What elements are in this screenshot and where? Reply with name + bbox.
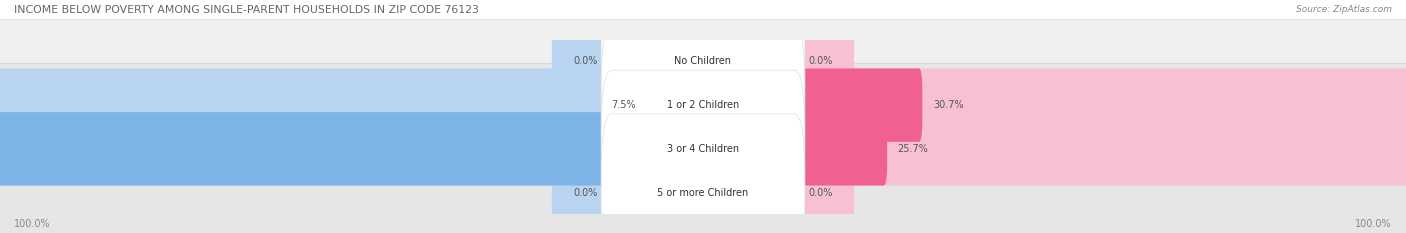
FancyBboxPatch shape [0,151,1406,233]
FancyBboxPatch shape [551,156,616,229]
Text: Source: ZipAtlas.com: Source: ZipAtlas.com [1296,5,1392,14]
FancyBboxPatch shape [647,69,707,142]
FancyBboxPatch shape [551,25,616,98]
FancyBboxPatch shape [790,69,922,142]
Text: 100.0%: 100.0% [1355,219,1392,229]
Text: 0.0%: 0.0% [574,188,598,198]
Text: 1 or 2 Children: 1 or 2 Children [666,100,740,110]
FancyBboxPatch shape [790,25,855,98]
FancyBboxPatch shape [0,63,1406,147]
FancyBboxPatch shape [602,0,804,140]
Text: 25.7%: 25.7% [898,144,928,154]
Text: 0.0%: 0.0% [808,188,832,198]
FancyBboxPatch shape [0,20,1406,103]
FancyBboxPatch shape [790,112,1406,185]
Text: 5 or more Children: 5 or more Children [658,188,748,198]
FancyBboxPatch shape [790,156,855,229]
FancyBboxPatch shape [602,70,804,227]
Text: 30.7%: 30.7% [934,100,963,110]
Text: No Children: No Children [675,56,731,66]
Text: INCOME BELOW POVERTY AMONG SINGLE-PARENT HOUSEHOLDS IN ZIP CODE 76123: INCOME BELOW POVERTY AMONG SINGLE-PARENT… [14,5,479,15]
FancyBboxPatch shape [0,69,616,142]
FancyBboxPatch shape [0,107,1406,191]
FancyBboxPatch shape [602,27,804,184]
FancyBboxPatch shape [0,112,616,185]
FancyBboxPatch shape [602,114,804,233]
Text: 7.5%: 7.5% [612,100,637,110]
Text: 3 or 4 Children: 3 or 4 Children [666,144,740,154]
FancyBboxPatch shape [790,112,887,185]
FancyBboxPatch shape [0,112,616,185]
Text: 0.0%: 0.0% [808,56,832,66]
Text: 100.0%: 100.0% [14,219,51,229]
FancyBboxPatch shape [790,69,1406,142]
Text: 0.0%: 0.0% [574,56,598,66]
